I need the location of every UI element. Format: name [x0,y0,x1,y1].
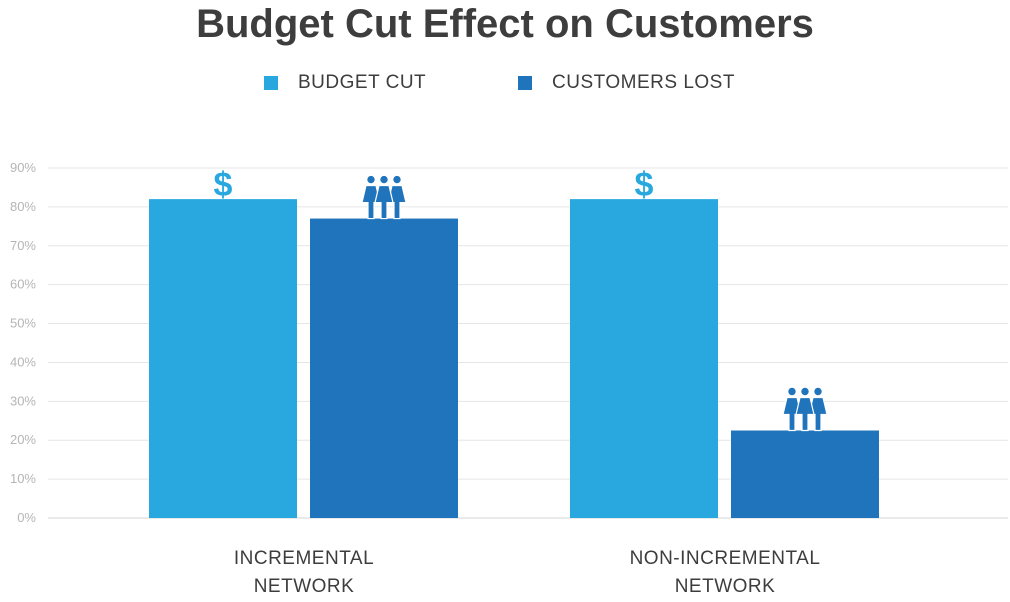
category-label-line1: INCREMENTAL [233,548,375,569]
y-tick-label: 40% [10,354,36,369]
category-label-line1: NON-INCREMENTAL [629,548,821,569]
bar [570,199,718,518]
dollar-icon: $ [635,166,654,204]
legend-label-customers-lost: CUSTOMERS LOST [552,72,735,93]
people-icon [782,386,828,432]
y-tick-label: 60% [10,277,36,292]
bar [310,218,458,519]
chart-title: Budget Cut Effect on Customers [196,2,814,46]
y-tick-label: 90% [10,160,36,175]
legend-swatch-budget-cut [264,76,278,90]
dollar-icon: $ [214,166,233,204]
legend-item-customers-lost: CUSTOMERS LOST [518,72,735,94]
legend: BUDGET CUT CUSTOMERS LOST [0,72,1010,96]
y-tick-label: 30% [10,393,36,408]
bar [731,430,879,518]
y-tick-label: 10% [10,471,36,486]
legend-swatch-customers-lost [518,76,532,90]
y-tick-label: 0% [17,510,36,525]
legend-item-budget-cut: BUDGET CUT [264,72,426,94]
people-icon [361,174,407,220]
bar [149,199,297,518]
legend-label-budget-cut: BUDGET CUT [298,72,427,93]
category-label-line2: NETWORK [674,576,776,597]
y-tick-label: 70% [10,238,36,253]
category-label-non-incremental: NON-INCREMENTAL NETWORK [585,545,865,601]
y-tick-label: 20% [10,432,36,447]
category-label-line2: NETWORK [253,576,355,597]
y-tick-label: 50% [10,316,36,331]
y-tick-label: 80% [10,199,36,214]
category-label-incremental: INCREMENTAL NETWORK [164,545,444,601]
